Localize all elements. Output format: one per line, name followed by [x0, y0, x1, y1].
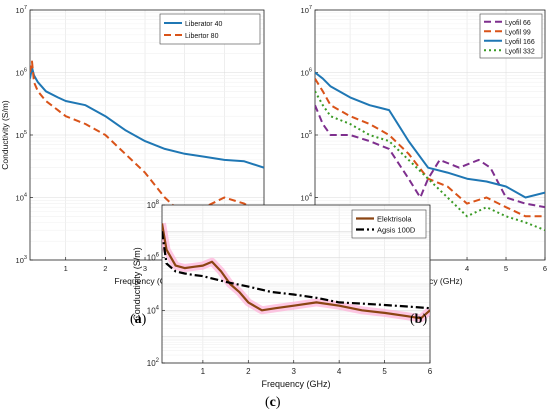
legend-box: [159, 13, 261, 45]
series-line-1: [162, 231, 430, 310]
y-tick-label: 105: [16, 130, 27, 140]
legend-box: [351, 209, 427, 239]
x-tick-label: 2: [246, 367, 251, 376]
legend-label-0: Liberator 40: [185, 21, 222, 28]
y-tick-label: 106: [147, 253, 160, 263]
y-tick-label: 102: [147, 358, 160, 368]
legend-label-3: Lyofil 332: [505, 48, 535, 55]
series-line-2: [315, 71, 545, 199]
y-tick-label: 104: [147, 305, 160, 315]
x-tick-label: 1: [201, 367, 206, 376]
x-tick-label: 4: [465, 264, 469, 273]
caption-a: (a): [130, 312, 147, 327]
y-tick-label: 105: [301, 130, 312, 140]
y-tick-label: 104: [16, 193, 27, 203]
y-tick-label: 103: [16, 255, 27, 265]
legend-label-1: Agsis 100D: [377, 226, 416, 235]
y-tick-label: 107: [301, 5, 312, 15]
y-tick-label: 108: [147, 200, 160, 210]
legend-label-1: Lyofil 99: [505, 29, 531, 36]
caption-c: (c): [265, 395, 281, 410]
x-tick-label: 2: [103, 264, 107, 273]
caption-b: (b): [410, 312, 428, 327]
y-tick-label: 104: [301, 193, 312, 203]
caption-b-letter: b: [414, 312, 423, 327]
chart-panel-c: 1 2 3 4 5 6 102 104 106 108 Frequency (GHz) Conduct…: [132, 200, 433, 389]
y-axis-label: Conductivity (S/m): [0, 100, 10, 170]
y-tick-label: 106: [16, 68, 27, 78]
series-line-1: [30, 60, 264, 218]
caption-a-letter: a: [134, 312, 142, 327]
series-line-0: [315, 104, 545, 209]
series-line-1: [315, 78, 545, 218]
x-tick-label: 3: [292, 367, 297, 376]
y-tick-label: 107: [16, 5, 27, 15]
x-tick-label: 1: [64, 264, 68, 273]
x-axis-label: Frequency (GHz): [114, 276, 179, 286]
x-axis-label: Frequency (GHz): [261, 379, 330, 389]
x-tick-label: 6: [428, 367, 433, 376]
x-tick-label: 4: [337, 367, 342, 376]
legend-label-0: Lyofil 66: [505, 20, 531, 27]
x-tick-label: 5: [504, 264, 508, 273]
x-tick-label: 3: [143, 264, 147, 273]
plot-frame: [161, 204, 431, 364]
chart-panel-a: 123456103104105106107Frequency (GHz)Cond…: [0, 5, 266, 286]
series-line-3: [315, 90, 545, 232]
series-line-0: [162, 223, 430, 320]
y-tick-label: 106: [301, 68, 312, 78]
series-line-0: [30, 66, 264, 169]
legend-label-2: Lyofil 166: [505, 39, 535, 46]
x-tick-label: 5: [382, 367, 387, 376]
y-axis-label: Conductivity (S/m): [132, 247, 142, 321]
legend-label-1: Libertor 80: [185, 33, 219, 40]
legend-label-0: Elektrisola: [377, 215, 412, 224]
caption-c-letter: c: [269, 395, 276, 410]
x-tick-label: 6: [543, 264, 547, 273]
